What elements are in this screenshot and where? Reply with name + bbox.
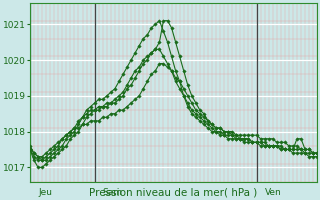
Text: Sam: Sam — [103, 188, 123, 197]
X-axis label: Pression niveau de la mer( hPa ): Pression niveau de la mer( hPa ) — [90, 187, 258, 197]
Text: Jeu: Jeu — [38, 188, 52, 197]
Text: Ven: Ven — [265, 188, 281, 197]
